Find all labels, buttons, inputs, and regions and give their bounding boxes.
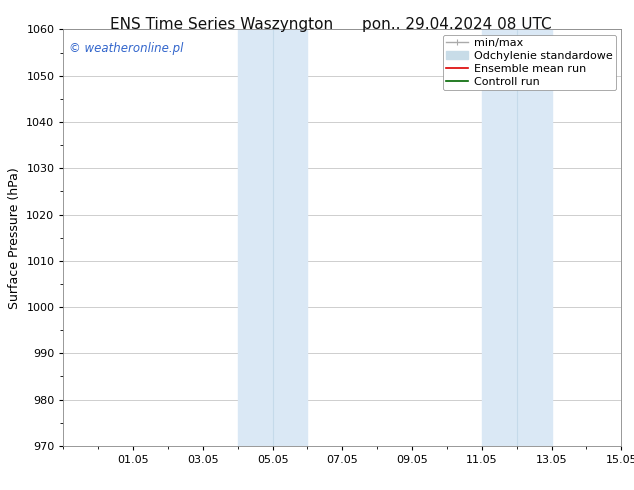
Bar	[238, 29, 307, 446]
Legend: min/max, Odchylenie standardowe, Ensemble mean run, Controll run: min/max, Odchylenie standardowe, Ensembl…	[443, 35, 616, 90]
Text: pon.. 29.04.2024 08 UTC: pon.. 29.04.2024 08 UTC	[361, 17, 552, 32]
Bar	[482, 29, 552, 446]
Text: © weatheronline.pl: © weatheronline.pl	[69, 42, 183, 55]
Text: ENS Time Series Waszyngton: ENS Time Series Waszyngton	[110, 17, 333, 32]
Y-axis label: Surface Pressure (hPa): Surface Pressure (hPa)	[8, 167, 21, 309]
